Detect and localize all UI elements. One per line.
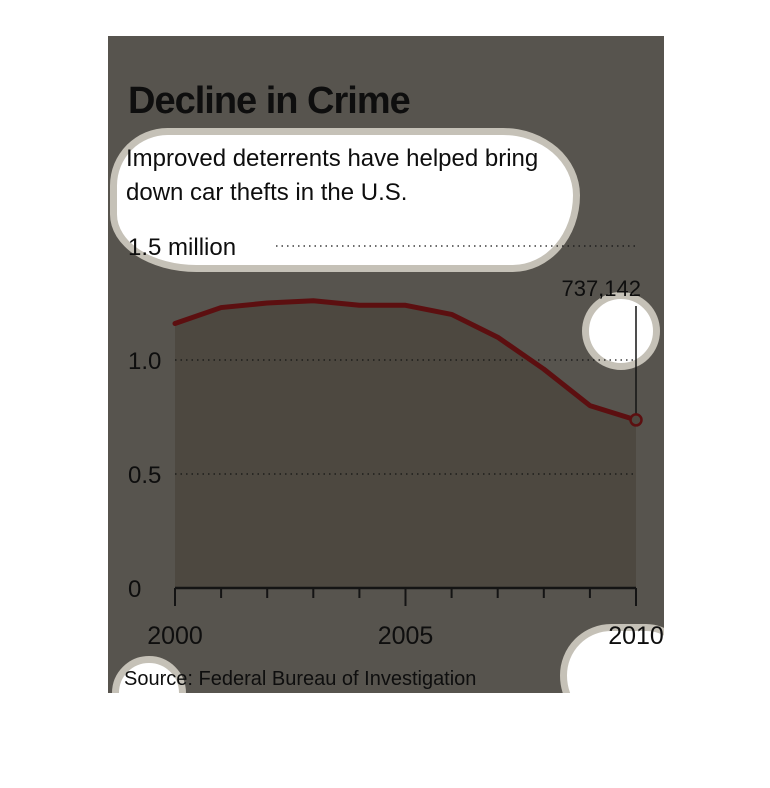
chart: 0 0.5 1.0 1.5 million 2000 2005 2010 737,142 bbox=[128, 234, 664, 650]
y-tick-label: 0 bbox=[128, 576, 141, 603]
source-note: Source: Federal Bureau of Investigation bbox=[124, 668, 477, 690]
decorative-blob bbox=[110, 128, 580, 272]
x-tick-label: 2000 bbox=[147, 622, 203, 650]
annotation-label: 737,142 bbox=[561, 276, 641, 301]
chart-panel: 0 0.5 1.0 1.5 million 2000 2005 2010 737,142 De… bbox=[108, 36, 664, 693]
x-tick-label: 2010 bbox=[608, 622, 664, 650]
decorative-blob bbox=[560, 624, 664, 693]
y-tick-label: 1.0 bbox=[128, 348, 161, 375]
y-tick-label: 1.5 million bbox=[128, 234, 236, 261]
area-fill bbox=[175, 300, 636, 588]
decorative-blob bbox=[582, 292, 660, 370]
chart-subtitle: Improved deterrents have helped bring do… bbox=[126, 145, 539, 206]
end-point-marker bbox=[629, 413, 643, 427]
series-line bbox=[172, 298, 639, 423]
x-tick-label: 2005 bbox=[378, 622, 434, 650]
chart-title: Decline in Crime bbox=[128, 80, 411, 122]
y-tick-label: 0.5 bbox=[128, 462, 161, 489]
